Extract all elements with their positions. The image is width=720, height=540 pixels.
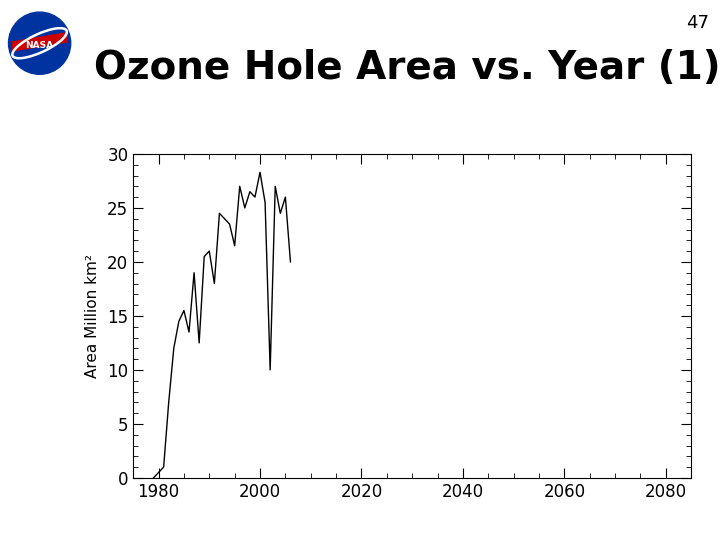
Y-axis label: Area Million km²: Area Million km² [85,254,100,378]
Polygon shape [12,33,67,51]
Text: 47: 47 [686,14,709,31]
Circle shape [9,12,71,75]
Text: Ozone Hole Area vs. Year (1): Ozone Hole Area vs. Year (1) [94,49,720,86]
Text: NASA: NASA [25,41,54,50]
